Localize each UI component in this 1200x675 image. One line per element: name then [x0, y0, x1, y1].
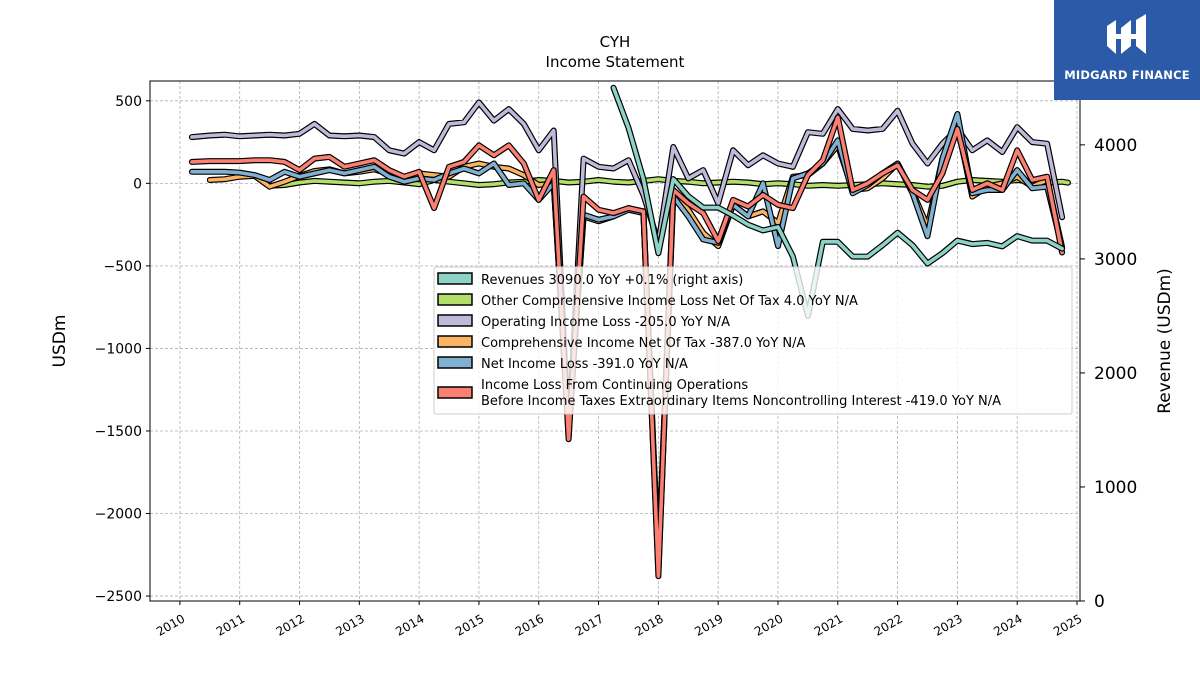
plot-frame [149, 80, 1081, 602]
legend-swatch [437, 314, 473, 327]
chart-subtitle: Income Statement [546, 53, 685, 71]
y-tick-label: 500 [115, 94, 142, 110]
legend-label: Revenues 3090.0 YoY +0.1% (right axis) [481, 273, 743, 288]
x-tick-label: 2015 [453, 611, 486, 638]
y2-axis-label: Revenue (USDm) [1155, 268, 1175, 414]
y2-tick-label: 3000 [1094, 250, 1137, 270]
x-tick-label: 2014 [393, 611, 426, 638]
x-tick-label: 2024 [991, 611, 1024, 638]
series-line [190, 100, 1064, 440]
series-lines [188, 84, 1071, 580]
x-tick-label: 2013 [333, 611, 366, 638]
series-line [611, 86, 1064, 318]
y-tick-label: −500 [104, 259, 142, 275]
x-tick-label: 2020 [752, 611, 785, 638]
legend-swatch [437, 386, 473, 399]
x-tick-label: 2016 [513, 611, 546, 638]
y-tick-label: −2000 [95, 507, 142, 523]
chart-title: CYH [600, 33, 631, 51]
x-tick-label: 2022 [872, 611, 905, 638]
x-tick-label: 2023 [931, 611, 964, 638]
legend-label: Comprehensive Income Net Of Tax -387.0 Y… [481, 336, 806, 351]
legend-swatch [437, 356, 473, 369]
series-line-group [610, 84, 1066, 319]
y-tick-label: −1500 [95, 424, 142, 440]
brand-logo-icon [1107, 14, 1146, 54]
legend-swatch [437, 293, 473, 306]
legend-label: Operating Income Loss -205.0 YoY N/A [481, 315, 730, 330]
y2-tick-label: 0 [1094, 592, 1105, 612]
legend-label: Income Loss From Continuing Operations [481, 378, 748, 393]
x-tick-label: 2019 [692, 611, 725, 638]
series-line-group [188, 114, 1066, 580]
y-tick-label: −2500 [95, 589, 142, 605]
y-axis-left: 500 0 −500 −1000 −1500 −2000 −2500 [95, 94, 150, 605]
y2-tick-label: 1000 [1094, 478, 1137, 498]
x-tick-label: 2025 [1051, 611, 1084, 638]
y2-tick-label: 4000 [1094, 136, 1137, 156]
y-axis-right: 4000 3000 2000 1000 0 [1080, 136, 1137, 612]
y2-tick-label: 2000 [1094, 364, 1137, 384]
x-tick-label: 2017 [573, 611, 606, 638]
x-tick-label: 2012 [274, 611, 307, 638]
x-tick-label: 2021 [812, 611, 845, 638]
legend-label: Other Comprehensive Income Loss Net Of T… [481, 294, 858, 309]
x-tick-label: 2010 [154, 611, 187, 638]
legend-swatch [437, 335, 473, 348]
legend-swatch [437, 272, 473, 285]
series-line-group [188, 99, 1066, 441]
y-tick-label: −1000 [95, 341, 142, 357]
legend-box [433, 266, 1073, 415]
legend-label: Before Income Taxes Extraordinary Items … [481, 394, 1001, 409]
x-tick-label: 2011 [214, 611, 247, 638]
x-axis: 2010 2011 2012 2013 2014 2015 2016 2017 2018 2019… [154, 601, 1085, 639]
brand-logo-text: MIDGARD FINANCE [1064, 68, 1190, 82]
x-tick-label: 2018 [632, 611, 665, 638]
series-line [190, 115, 1064, 579]
legend: Revenues 3090.0 YoY +0.1% (right axis) Ot… [433, 266, 1073, 415]
brand-logo: MIDGARD FINANCE [1054, 0, 1200, 100]
y-tick-label: 0 [133, 176, 142, 192]
legend-label: Net Income Loss -391.0 YoY N/A [481, 357, 688, 372]
y-axis-label: USDm [50, 315, 70, 368]
